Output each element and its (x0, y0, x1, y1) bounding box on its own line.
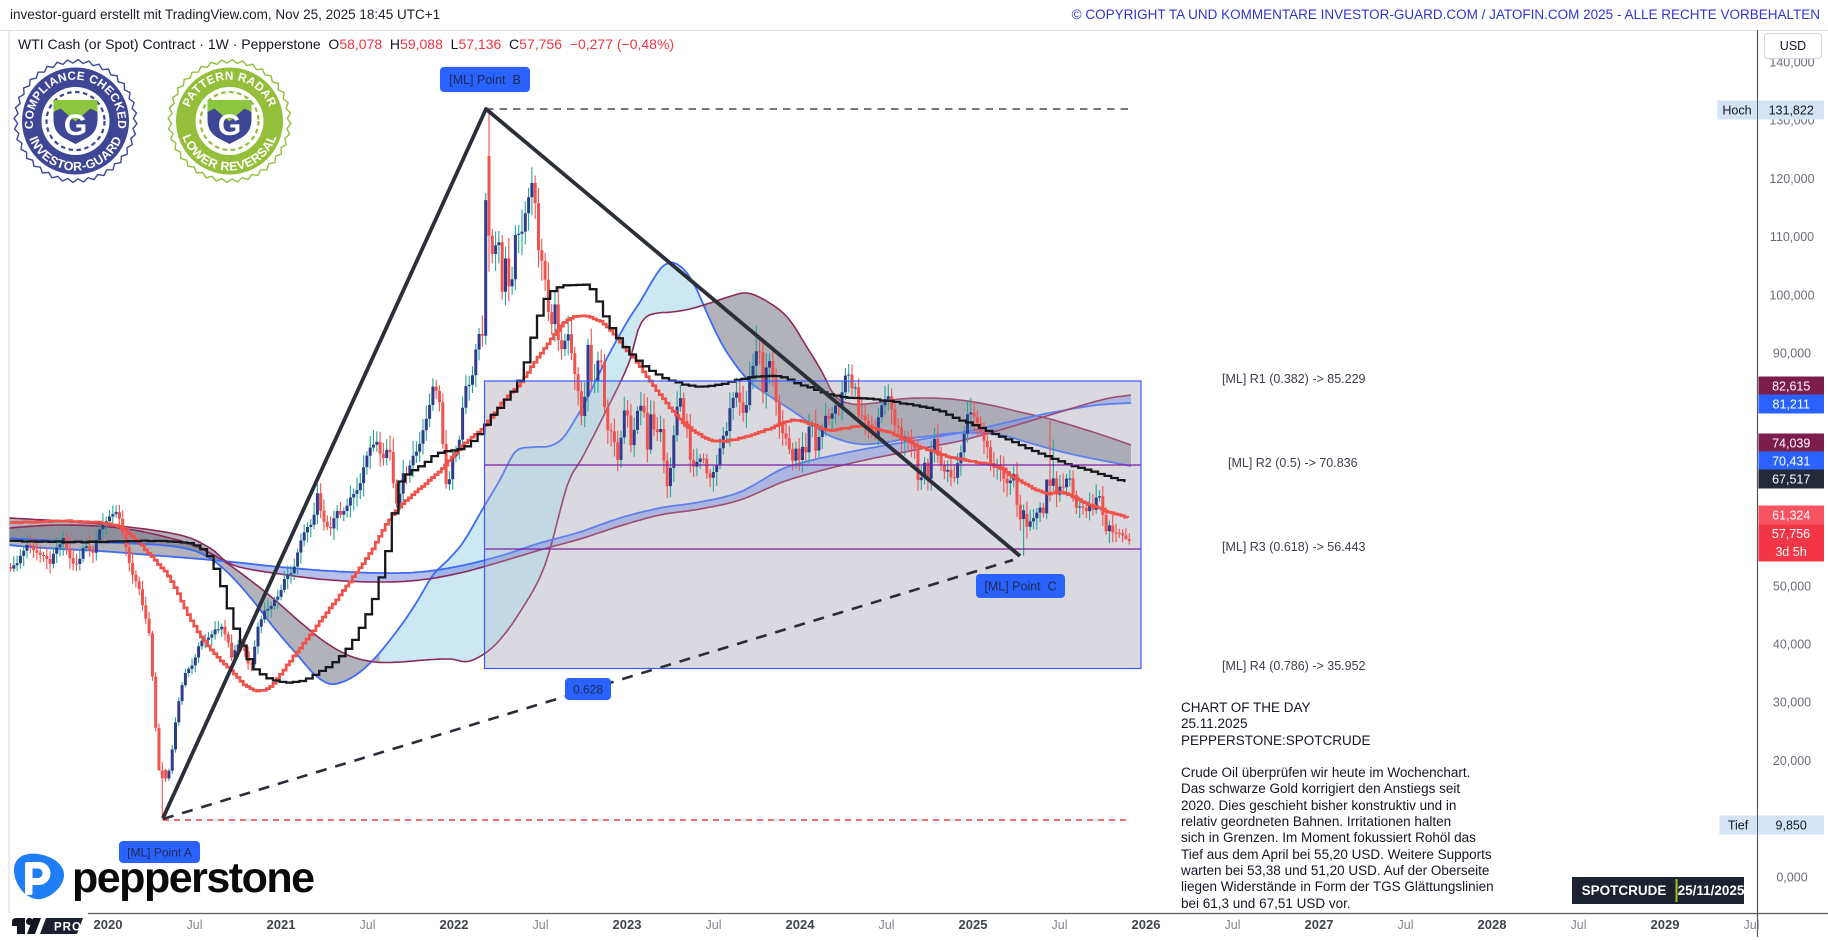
svg-text:90,000: 90,000 (1773, 347, 1811, 361)
svg-text:[ML] R2 (0.5) -> 70.836: [ML] R2 (0.5) -> 70.836 (1228, 456, 1358, 470)
svg-text:57,756: 57,756 (1772, 527, 1810, 541)
svg-text:[ML] Point C: [ML] Point C (984, 580, 1056, 594)
svg-text:[ML] Point B: [ML] Point B (449, 73, 521, 87)
svg-text:G: G (218, 109, 241, 142)
svg-text:Jul: Jul (1225, 918, 1241, 932)
svg-text:2029: 2029 (1651, 917, 1680, 932)
svg-text:0.628: 0.628 (573, 683, 603, 697)
svg-text:3d 5h: 3d 5h (1775, 545, 1806, 559)
svg-text:Jul: Jul (1744, 918, 1760, 932)
svg-text:2024: 2024 (786, 917, 816, 932)
svg-text:120,000: 120,000 (1769, 172, 1814, 186)
svg-text:Jul: Jul (360, 918, 376, 932)
svg-text:67,517: 67,517 (1772, 472, 1810, 486)
svg-text:81,211: 81,211 (1773, 397, 1810, 411)
svg-text:pepperstone: pepperstone (72, 854, 314, 902)
svg-text:2023: 2023 (613, 917, 642, 932)
svg-text:74,039: 74,039 (1772, 436, 1810, 450)
svg-text:50,000: 50,000 (1773, 579, 1811, 593)
svg-text:SPOTCRUDE: SPOTCRUDE (1582, 883, 1667, 898)
svg-text:110,000: 110,000 (1770, 230, 1814, 244)
svg-text:82,615: 82,615 (1772, 379, 1810, 393)
svg-text:2022: 2022 (440, 917, 469, 932)
svg-text:2027: 2027 (1305, 917, 1334, 932)
svg-text:2025: 2025 (959, 917, 988, 932)
svg-text:[ML] R4 (0.786) -> 35.952: [ML] R4 (0.786) -> 35.952 (1222, 659, 1366, 673)
svg-text:Jul: Jul (187, 918, 203, 932)
svg-text:[ML] R1 (0.382) -> 85.229: [ML] R1 (0.382) -> 85.229 (1222, 372, 1366, 386)
svg-text:Jul: Jul (1052, 918, 1068, 932)
svg-text:25/11/2025: 25/11/2025 (1678, 883, 1745, 898)
svg-text:G: G (64, 109, 87, 142)
svg-text:2020: 2020 (94, 917, 123, 932)
svg-text:9,850: 9,850 (1776, 818, 1807, 832)
svg-text:2028: 2028 (1478, 917, 1507, 932)
svg-text:131,822: 131,822 (1769, 103, 1814, 117)
svg-text:20,000: 20,000 (1773, 754, 1811, 768)
svg-text:2026: 2026 (1132, 917, 1161, 932)
svg-text:Jul: Jul (879, 918, 895, 932)
svg-text:Tief: Tief (1728, 818, 1749, 832)
svg-text:[ML] R3 (0.618) -> 56.443: [ML] R3 (0.618) -> 56.443 (1222, 540, 1366, 554)
svg-text:Jul: Jul (706, 918, 722, 932)
svg-text:61,324: 61,324 (1772, 508, 1810, 522)
svg-text:70,431: 70,431 (1772, 454, 1810, 468)
svg-text:USD: USD (1780, 39, 1806, 53)
svg-text:Jul: Jul (1571, 918, 1587, 932)
svg-text:Jul: Jul (533, 918, 549, 932)
svg-text:40,000: 40,000 (1773, 638, 1811, 652)
svg-text:30,000: 30,000 (1773, 696, 1811, 710)
svg-text:100,000: 100,000 (1769, 288, 1814, 302)
svg-text:Hoch: Hoch (1722, 103, 1751, 117)
svg-text:[ML] Point A: [ML] Point A (127, 846, 192, 860)
svg-text:0,000: 0,000 (1776, 870, 1807, 884)
svg-text:2021: 2021 (267, 917, 296, 932)
svg-text:PRO: PRO (54, 922, 82, 934)
svg-text:Jul: Jul (1398, 918, 1414, 932)
